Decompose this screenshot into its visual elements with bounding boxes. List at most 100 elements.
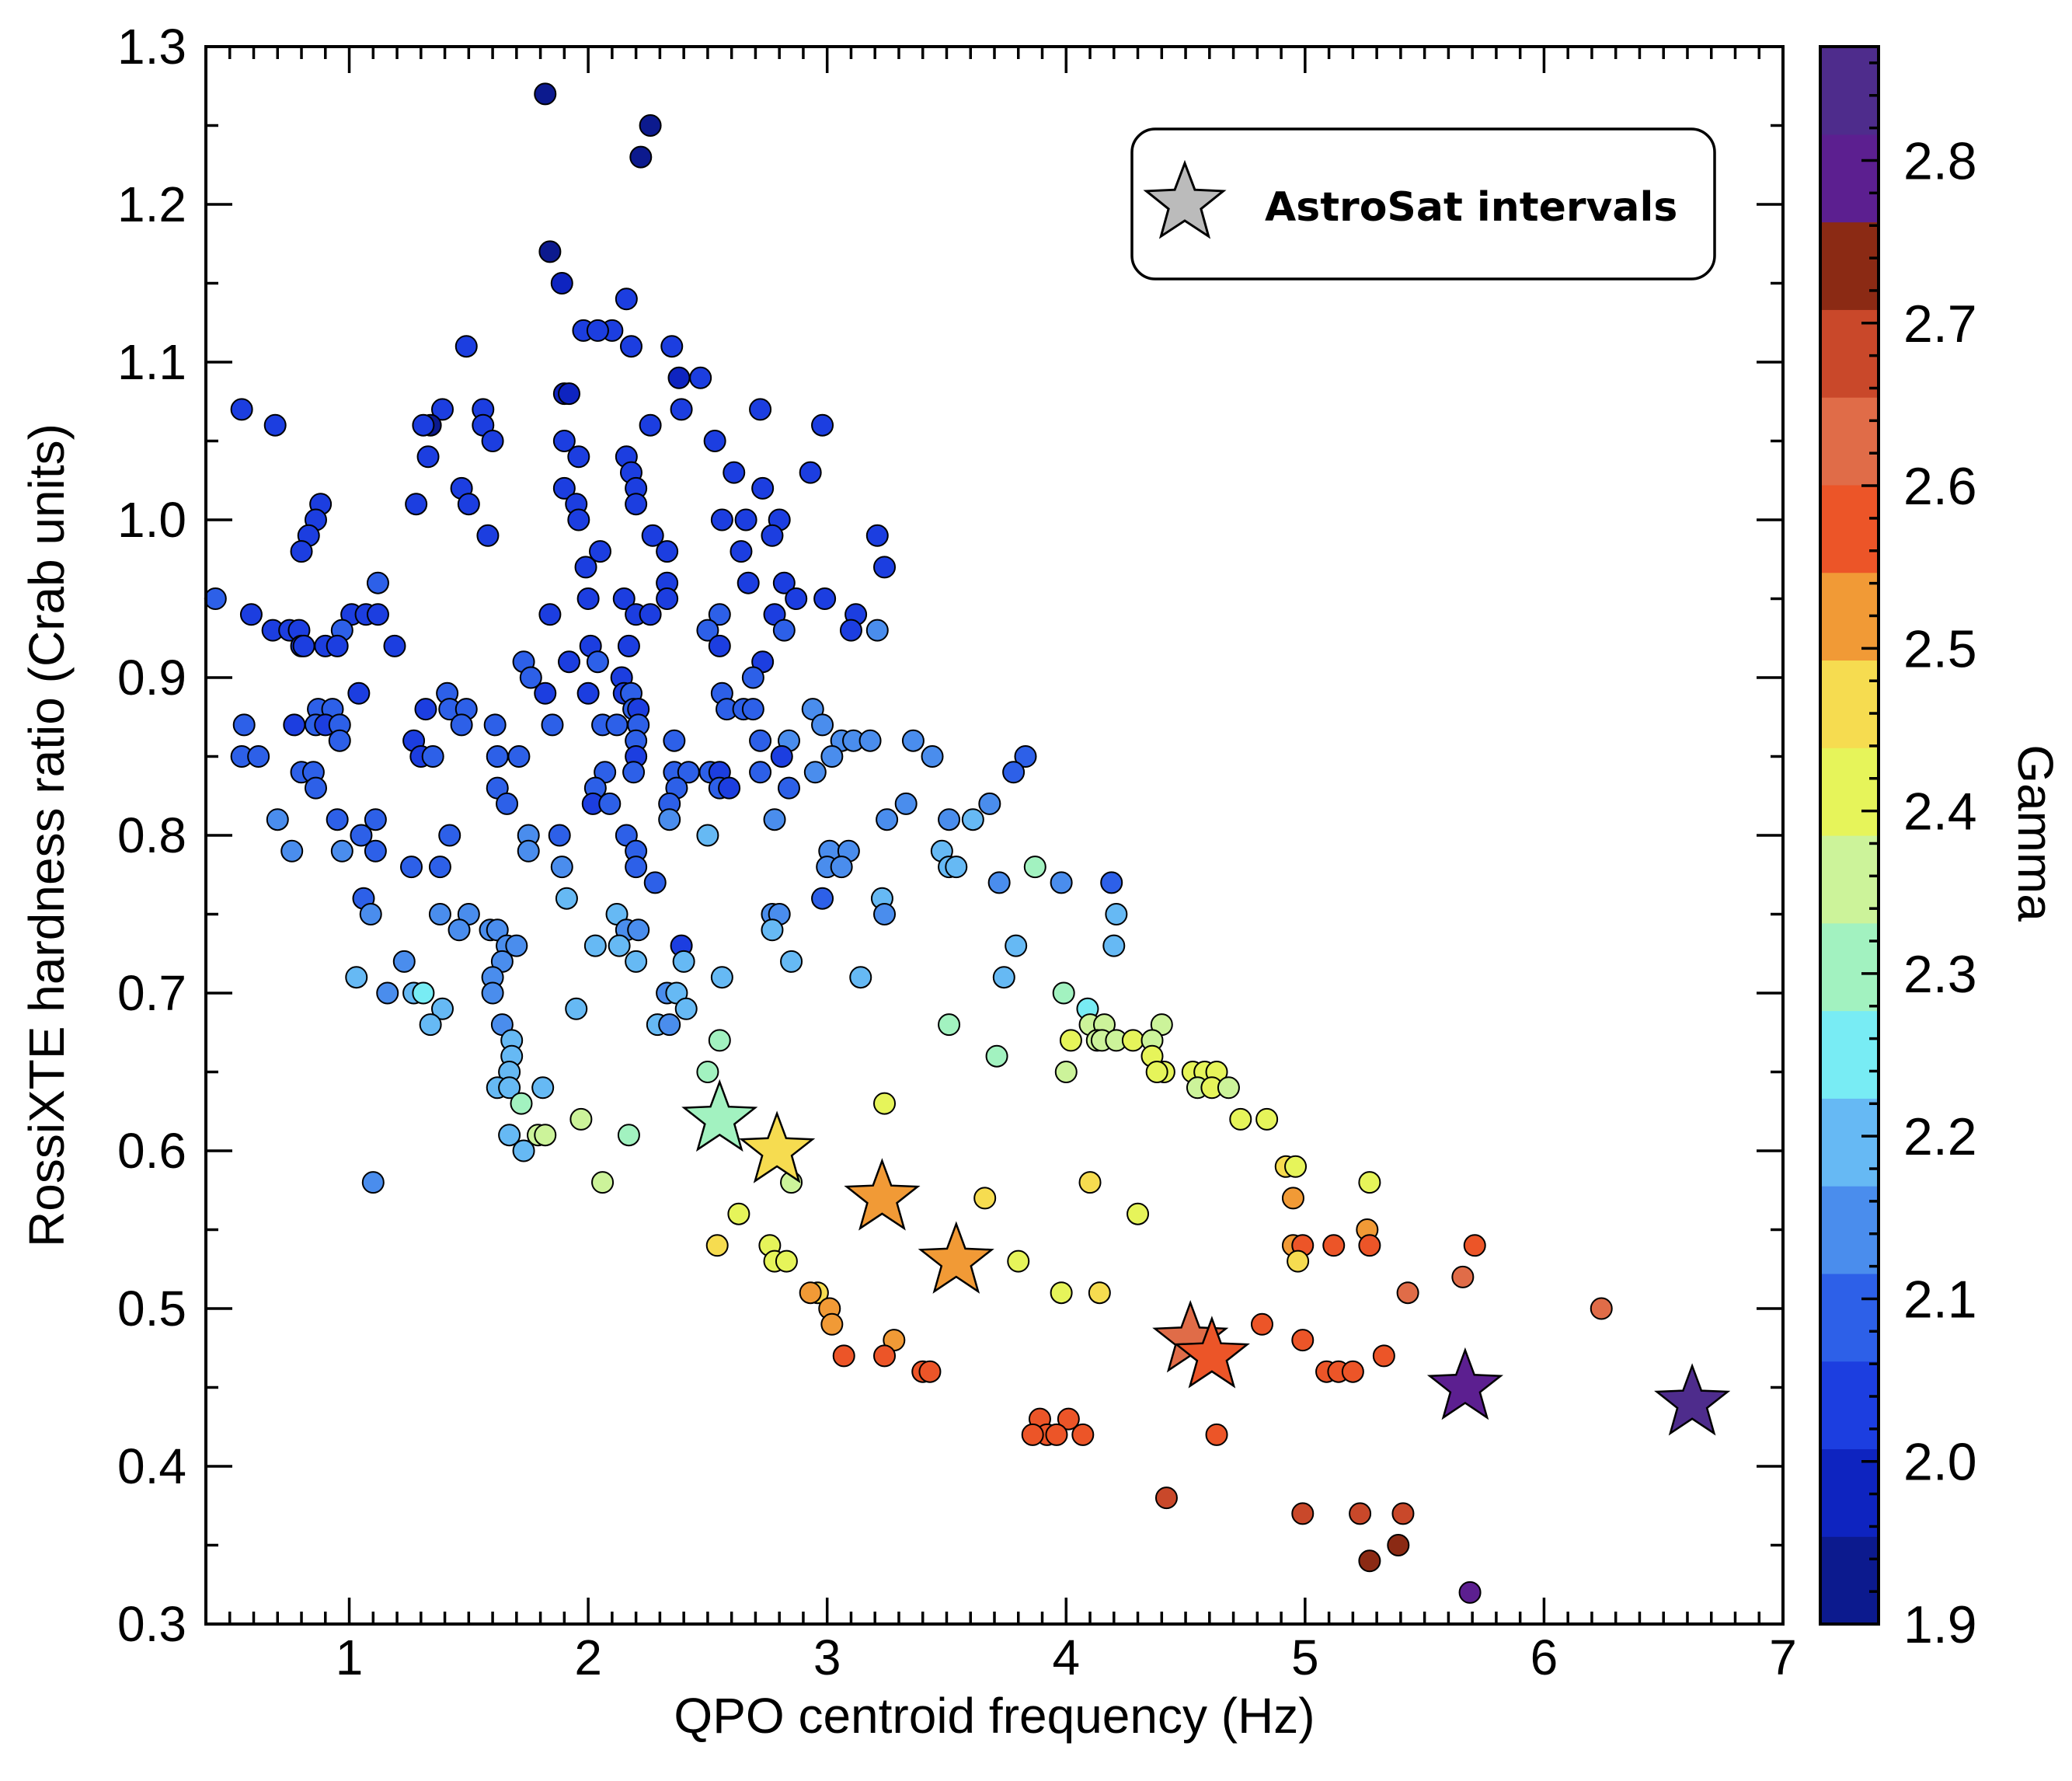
rxte-data-point — [567, 445, 590, 469]
rxte-data-point — [304, 776, 327, 800]
rxte-data-point — [873, 1092, 897, 1115]
colorbar-band — [1820, 835, 1879, 924]
rxte-data-point — [1059, 1029, 1082, 1052]
rxte-data-point — [438, 824, 461, 847]
rxte-data-point — [811, 713, 834, 737]
legend-star-icon — [1143, 159, 1227, 239]
rxte-data-point — [1045, 1423, 1068, 1446]
rxte-data-point — [639, 114, 662, 137]
rxte-data-point — [292, 634, 315, 657]
rxte-data-point — [364, 808, 387, 831]
rxte-data-point — [751, 476, 775, 500]
colorbar-band — [1820, 1273, 1879, 1362]
rxte-data-point — [239, 603, 263, 626]
rxte-data-point — [569, 1107, 593, 1131]
rxte-data-point — [428, 903, 451, 925]
colorbar-tick-label: 2.3 — [1903, 945, 1977, 1004]
rxte-data-point — [619, 335, 642, 358]
rxte-data-point — [741, 698, 764, 721]
rxte-data-point — [973, 1187, 997, 1210]
rxte-data-point — [873, 1344, 897, 1368]
rxte-data-point — [761, 918, 784, 942]
astrosat-star-point — [1426, 1347, 1504, 1420]
y-tick-label: 0.8 — [117, 807, 186, 863]
rxte-data-point — [1255, 1107, 1279, 1131]
rxte-data-point — [1387, 1534, 1410, 1556]
rxte-data-point — [414, 698, 437, 721]
rxte-data-point — [1050, 1281, 1073, 1305]
rxte-data-point — [431, 398, 454, 421]
rxte-data-point — [555, 887, 578, 910]
rxte-data-point — [405, 493, 428, 516]
rxte-data-point — [658, 808, 681, 831]
rxte-data-point — [839, 619, 862, 642]
rxte-data-point — [961, 808, 984, 831]
colorbar-title: Gamma — [2008, 744, 2063, 922]
rxte-data-point — [641, 524, 664, 547]
rxte-data-point — [617, 634, 640, 657]
rxte-data-point — [558, 650, 581, 674]
y-tick-label: 0.7 — [117, 965, 186, 1021]
rxte-data-point — [901, 729, 925, 752]
rxte-data-point — [1127, 1202, 1150, 1225]
colorbar-tick-label: 2.5 — [1903, 619, 1977, 678]
rxte-data-point — [617, 1124, 640, 1147]
rxte-data-point — [723, 461, 746, 484]
rxte-data-point — [696, 824, 719, 847]
colorbar-ticks: 1.9 2.0 2.1 2.2 2.3 2.4 2.5 2.6 2.7 2.8 — [1861, 61, 1977, 1654]
rxte-data-point — [777, 776, 800, 800]
rxte-data-point — [1341, 1360, 1364, 1383]
rxte-data-point — [811, 887, 834, 910]
astrosat-star-point — [918, 1221, 994, 1294]
rxte-data-point — [703, 430, 726, 452]
rxte-data-point — [541, 713, 564, 737]
rxte-data-point — [1391, 1502, 1415, 1525]
rxte-data-point — [1057, 1407, 1080, 1431]
rxte-data-point — [481, 430, 504, 452]
rxte-data-point — [667, 366, 691, 389]
rxte-data-point — [656, 540, 679, 563]
rxte-data-point — [938, 1013, 961, 1037]
rxte-data-point — [366, 571, 389, 594]
y-axis-title: RossiXTE hardness ratio (Crab units) — [19, 423, 75, 1247]
rxte-data-point — [498, 1076, 521, 1100]
rxte-data-point — [1071, 1423, 1095, 1446]
colorbar-band — [1820, 221, 1879, 310]
rxte-data-point — [727, 1202, 750, 1225]
legend-box — [1130, 127, 1716, 281]
astrosat-star-point — [681, 1079, 758, 1152]
rxte-data-point — [232, 713, 256, 737]
rxte-data-point — [894, 792, 918, 815]
rxte-data-point — [1349, 1502, 1372, 1525]
y-tick-label: 1.0 — [117, 492, 186, 548]
rxte-data-point — [576, 681, 600, 705]
rxte-data-point — [366, 603, 389, 626]
rxte-data-point — [625, 493, 648, 516]
colorbar-band — [1820, 572, 1879, 661]
rxte-data-point — [873, 556, 897, 579]
colorbar-tick-label: 2.2 — [1903, 1107, 1977, 1166]
rxte-data-point — [849, 966, 872, 989]
rxte-data-point — [326, 634, 349, 657]
rxte-data-point — [1284, 1155, 1308, 1178]
legend-label: AstroSat intervals — [1265, 184, 1677, 231]
rxte-data-point — [985, 1044, 1008, 1068]
colorbar-band — [1820, 1098, 1879, 1187]
rxte-data-point — [1078, 1171, 1102, 1194]
rxte-data-point — [534, 681, 557, 705]
rxte-data-point — [708, 634, 731, 657]
rxte-data-point — [741, 666, 764, 689]
rxte-data-point — [1088, 1281, 1111, 1305]
rxte-data-point — [612, 587, 636, 610]
rxte-data-point — [1291, 1502, 1315, 1525]
rxte-data-point — [1217, 1076, 1240, 1100]
rxte-data-point — [376, 981, 399, 1005]
rxte-data-point — [605, 713, 629, 737]
rxte-data-point — [1145, 1061, 1168, 1083]
rxte-data-point — [517, 839, 540, 863]
colorbar-tick-label: 2.1 — [1903, 1270, 1977, 1329]
rxte-data-point — [737, 571, 760, 594]
rxte-data-point — [550, 272, 573, 295]
rxte-data-point — [749, 761, 772, 784]
